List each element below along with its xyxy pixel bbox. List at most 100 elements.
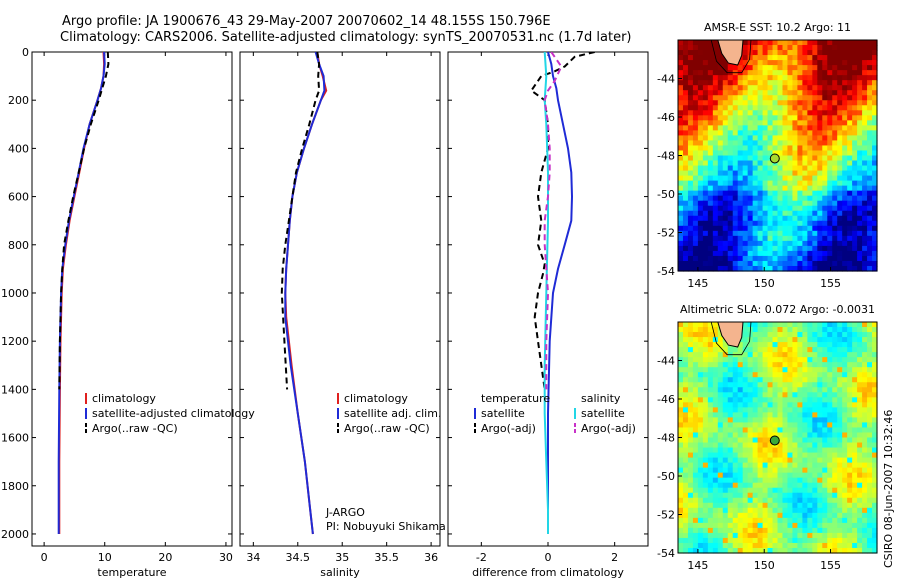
sla_map-cell [812, 502, 818, 509]
sst_map-cell [787, 75, 794, 81]
sst_map-cell [697, 210, 704, 217]
sst_map-cell [762, 250, 769, 257]
sla_map-cell [787, 427, 794, 434]
sst_map-cell [707, 125, 714, 131]
sla_map-cell [692, 347, 699, 353]
sst_map-cell [757, 210, 764, 217]
sla_map-cell [787, 422, 794, 429]
sst_map-cell [687, 230, 694, 237]
sla_map-cell [777, 442, 784, 449]
sst_map-cell [862, 40, 868, 46]
sst_map-cell [817, 45, 823, 51]
sst_map-cell [732, 85, 739, 91]
sla_map-cell [737, 477, 744, 484]
sla_map-cell [802, 457, 808, 464]
sst_map-cell [772, 85, 779, 91]
sla_map-cell [842, 387, 848, 393]
sla_map-cell [687, 437, 694, 444]
sst_map-cell [702, 140, 709, 147]
sst_map-cell [742, 250, 749, 257]
sla_map-cell [872, 337, 878, 343]
sla_map-cell [792, 322, 798, 328]
temperature-legend-label-2: satellite-adjusted climatology [92, 407, 255, 420]
sla_map-cell [712, 517, 719, 524]
sla_map-cell [722, 497, 729, 504]
sla_map-cell [762, 362, 769, 368]
sst_map-cell [812, 70, 818, 76]
sla_map-cell [697, 377, 704, 383]
sla_map-cell [857, 412, 863, 419]
sla_map-cell [782, 547, 789, 554]
sst_map-cell [792, 85, 798, 91]
sst_map-cell [852, 120, 858, 126]
sla_map-cell [732, 367, 739, 373]
sst_map-cell [757, 45, 764, 51]
sla_map-cell [717, 417, 724, 424]
sst_map-cell [817, 205, 823, 212]
sst_map-cell [792, 100, 798, 106]
sla_map-cell [682, 322, 689, 328]
sla_map-cell [722, 352, 729, 358]
sst_map-cell [857, 110, 863, 116]
sst_map-cell [837, 210, 843, 217]
sst_map-cell [722, 130, 729, 137]
sst_map-cell [837, 90, 843, 96]
sst_map-cell [867, 50, 873, 56]
sst_map-cell [787, 180, 794, 187]
sla_map-cell [732, 527, 739, 534]
sla_map-cell [777, 427, 784, 434]
sst_map-cell [702, 40, 709, 46]
sst_map-cell [842, 105, 848, 111]
sst_map-cell [777, 190, 784, 197]
sst_map-cell [782, 190, 789, 197]
sla_map-cell [702, 447, 709, 454]
sst_map-cell [837, 170, 843, 177]
sla_map-cell [762, 382, 769, 388]
sst_map-cell [777, 240, 784, 247]
sst_map-cell [737, 250, 744, 257]
sla_map-cell [742, 407, 749, 413]
sla_map-cell [822, 382, 828, 388]
sla_map-cell [777, 487, 784, 494]
sst_map-cell [832, 95, 838, 101]
sla_map-cell [812, 357, 818, 363]
sla_map-cell [762, 347, 769, 353]
sst_map-cell [792, 165, 798, 172]
sst_map-cell [712, 50, 719, 56]
sla_map-ytick-label: -48 [657, 432, 675, 445]
sst_map-cell [737, 140, 744, 147]
sst_map-cell [742, 225, 749, 232]
sla_map-cell [867, 522, 873, 529]
sst_map-cell [777, 115, 784, 121]
sla_map-cell [762, 437, 769, 444]
sla_map-cell [682, 417, 689, 424]
sla_map-cell [742, 387, 749, 393]
sla_map-cell [832, 547, 838, 554]
sst_map-cell [847, 190, 853, 197]
sst_map-cell [692, 230, 699, 237]
sla_map-cell [822, 452, 828, 459]
sst_map-cell [678, 105, 684, 111]
sla_map-cell [707, 487, 714, 494]
sst_map-ytick-label: -48 [657, 150, 675, 163]
sla_map-cell [792, 397, 798, 403]
sla_map-cell [762, 477, 769, 484]
sst_map-cell [802, 120, 808, 126]
sla_map-cell [757, 497, 764, 504]
sst_map-cell [712, 200, 719, 207]
sst_map-cell [817, 80, 823, 86]
sla_map-cell [777, 502, 784, 509]
sst_map-cell [832, 200, 838, 207]
sst_map-cell [872, 245, 878, 252]
sla_map-cell [757, 327, 764, 333]
sst_map-cell [697, 190, 704, 197]
sst_map-cell [812, 250, 818, 257]
sla_map-cell [812, 397, 818, 403]
sst_map-cell [832, 55, 838, 61]
sst_map-cell [872, 200, 878, 207]
sla_map-cell [737, 527, 744, 534]
sst_map-cell [747, 130, 754, 137]
sst_map-cell [707, 100, 714, 106]
temperature-xtick-label: 20 [158, 551, 172, 564]
sla_map-cell [702, 432, 709, 439]
